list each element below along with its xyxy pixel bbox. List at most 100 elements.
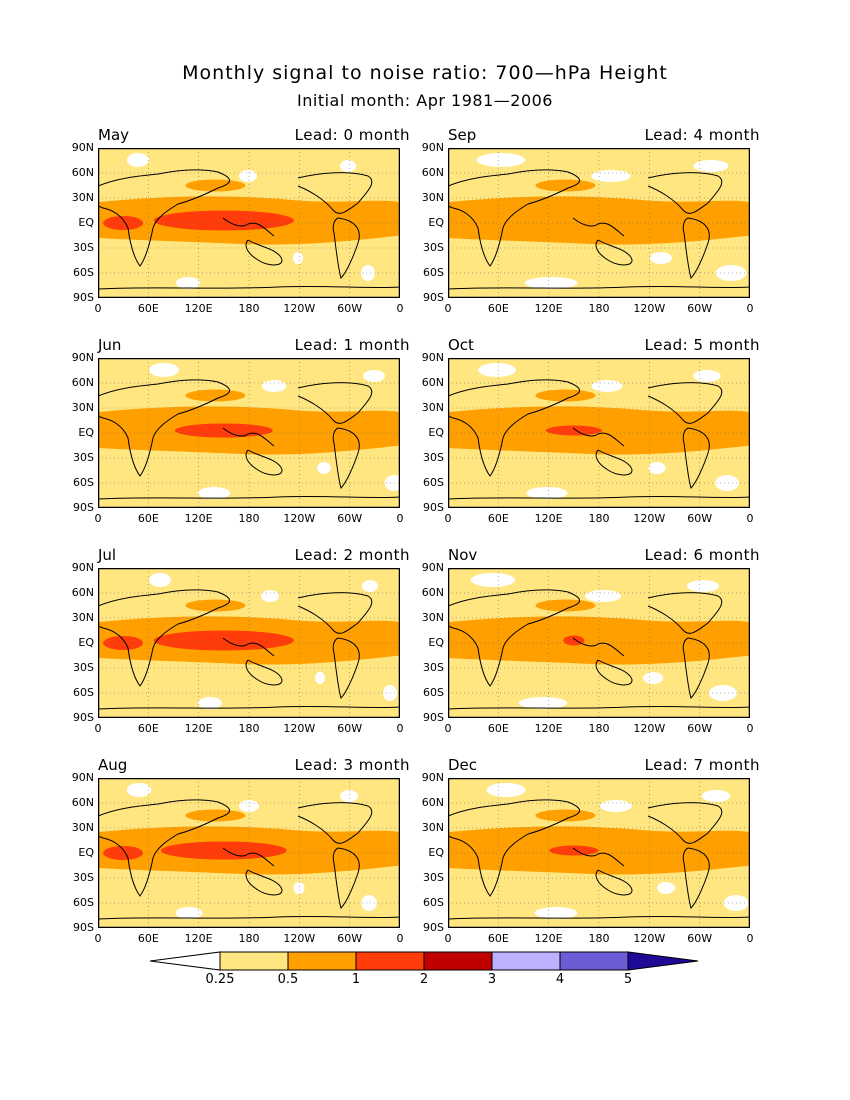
low-snr-patch [340,790,358,802]
x-tick-label: 180 [238,512,260,525]
coastline [682,637,710,699]
x-tick-label: 0 [746,932,754,945]
coastline [98,915,400,920]
tropical-core-1-2 [174,423,273,438]
x-tick-label: 0 [396,932,404,945]
map-frame [98,358,400,508]
tropical-core-1-2 [563,635,585,646]
coastline [448,285,750,290]
map-field [98,778,400,928]
coastline [572,847,633,896]
colorbar-segment [219,951,289,971]
x-tick-label: 0 [444,512,452,525]
panel-month-label: Dec [448,756,478,774]
x-tick-label: 60E [137,512,159,525]
colorbar-segment [287,951,357,971]
y-tick-label: 60N [71,376,94,389]
low-snr-patch [361,895,377,911]
y-tick-label: 90N [421,771,444,784]
x-tick-label: 0 [94,722,102,735]
y-tick-label: 30N [421,191,444,204]
x-tick-label: 0 [444,932,452,945]
map-field [98,148,400,298]
colorbar [150,951,699,971]
x-tick-label: 180 [238,302,260,315]
low-snr-patch [384,475,400,491]
map-panel-dec: Dec Lead: 7 month 90N 60N 30N EQ 30S 60S 90S 0 60E… [422,756,768,963]
x-tick-label: 120E [534,302,563,315]
low-snr-patch [591,170,631,182]
x-tick-label: 60E [137,302,159,315]
colorbar-level-label: 1 [351,972,361,987]
x-tick-label: 60E [137,932,159,945]
map-panel-oct: Oct Lead: 5 month 90N 60N 30N EQ 30S 60S 90S 0 60E… [422,336,768,543]
x-tick-label: 180 [238,722,260,735]
x-tick-label: 60W [687,722,713,735]
x-tick-label: 180 [588,302,610,315]
y-tick-label: 60N [71,166,94,179]
y-tick-label: 30N [421,821,444,834]
colorbar-segment [491,951,561,971]
map-panel-may: May Lead: 0 month 90N 60N 30N EQ 30S 60S 90S 0 60E… [72,126,418,333]
y-tick-label: 60N [421,586,444,599]
panel-month-label: Sep [448,126,477,144]
x-tick-label: 0 [444,722,452,735]
y-tick-label: 30N [421,611,444,624]
map-panel-sep: Sep Lead: 4 month 90N 60N 30N EQ 30S 60S 90S 0 60E… [422,126,768,333]
y-tick-label: EQ [428,846,444,859]
y-tick-label: 60S [73,266,94,279]
y-tick-label: 60N [421,796,444,809]
coastline [332,427,360,489]
low-snr-patch [693,160,729,172]
y-tick-label: 90N [71,351,94,364]
x-tick-label: 180 [238,932,260,945]
map-field [448,568,750,718]
midlat-orange-patch [185,389,246,402]
low-snr-patch [239,170,257,182]
y-tick-label: 60S [423,896,444,909]
midlat-orange-patch [535,389,596,402]
coastline [98,379,230,477]
low-snr-patch [715,265,747,281]
low-snr-patch [261,590,279,602]
coastline [448,379,580,477]
colorbar-segment [559,951,629,971]
low-snr-patch [198,697,222,709]
y-tick-label: 30S [423,661,444,674]
y-tick-label: 90N [71,771,94,784]
map-panel-jun: Jun Lead: 1 month 90N 60N 30N EQ 30S 60S 90S 0 60E… [72,336,418,543]
y-tick-label: EQ [428,636,444,649]
colorbar-level-label: 2 [419,972,429,987]
low-snr-patch [650,252,672,264]
low-snr-patch [315,672,325,684]
low-snr-patch [599,800,633,812]
x-tick-label: 120W [283,722,316,735]
low-snr-patch [362,580,378,592]
map-frame [448,148,750,298]
midlat-orange-patch [535,179,596,192]
x-tick-label: 60W [337,302,363,315]
y-tick-label: 30N [71,191,94,204]
coastline [222,847,283,896]
x-tick-label: 120E [184,932,213,945]
low-snr-patch [176,277,200,289]
panel-lead-label: Lead: 6 month [644,546,760,564]
low-snr-patch [470,573,516,587]
indian-ocean-core [103,636,144,650]
y-tick-label: 30S [423,871,444,884]
coastline [572,427,633,476]
y-tick-label: 60N [71,796,94,809]
map-field [98,568,400,718]
coastline [98,705,400,710]
coastline [98,799,230,897]
map-field [98,358,400,508]
colorbar-right-arrow [627,951,699,971]
tropical-core-1-2 [153,210,294,231]
low-snr-patch [518,697,568,709]
coastline [647,592,723,634]
chart-title: Monthly signal to noise ratio: 700—hPa H… [182,62,668,84]
x-tick-label: 120W [633,932,666,945]
y-tick-label: 90S [73,291,94,304]
x-tick-label: 60W [687,512,713,525]
y-tick-label: 60N [421,166,444,179]
